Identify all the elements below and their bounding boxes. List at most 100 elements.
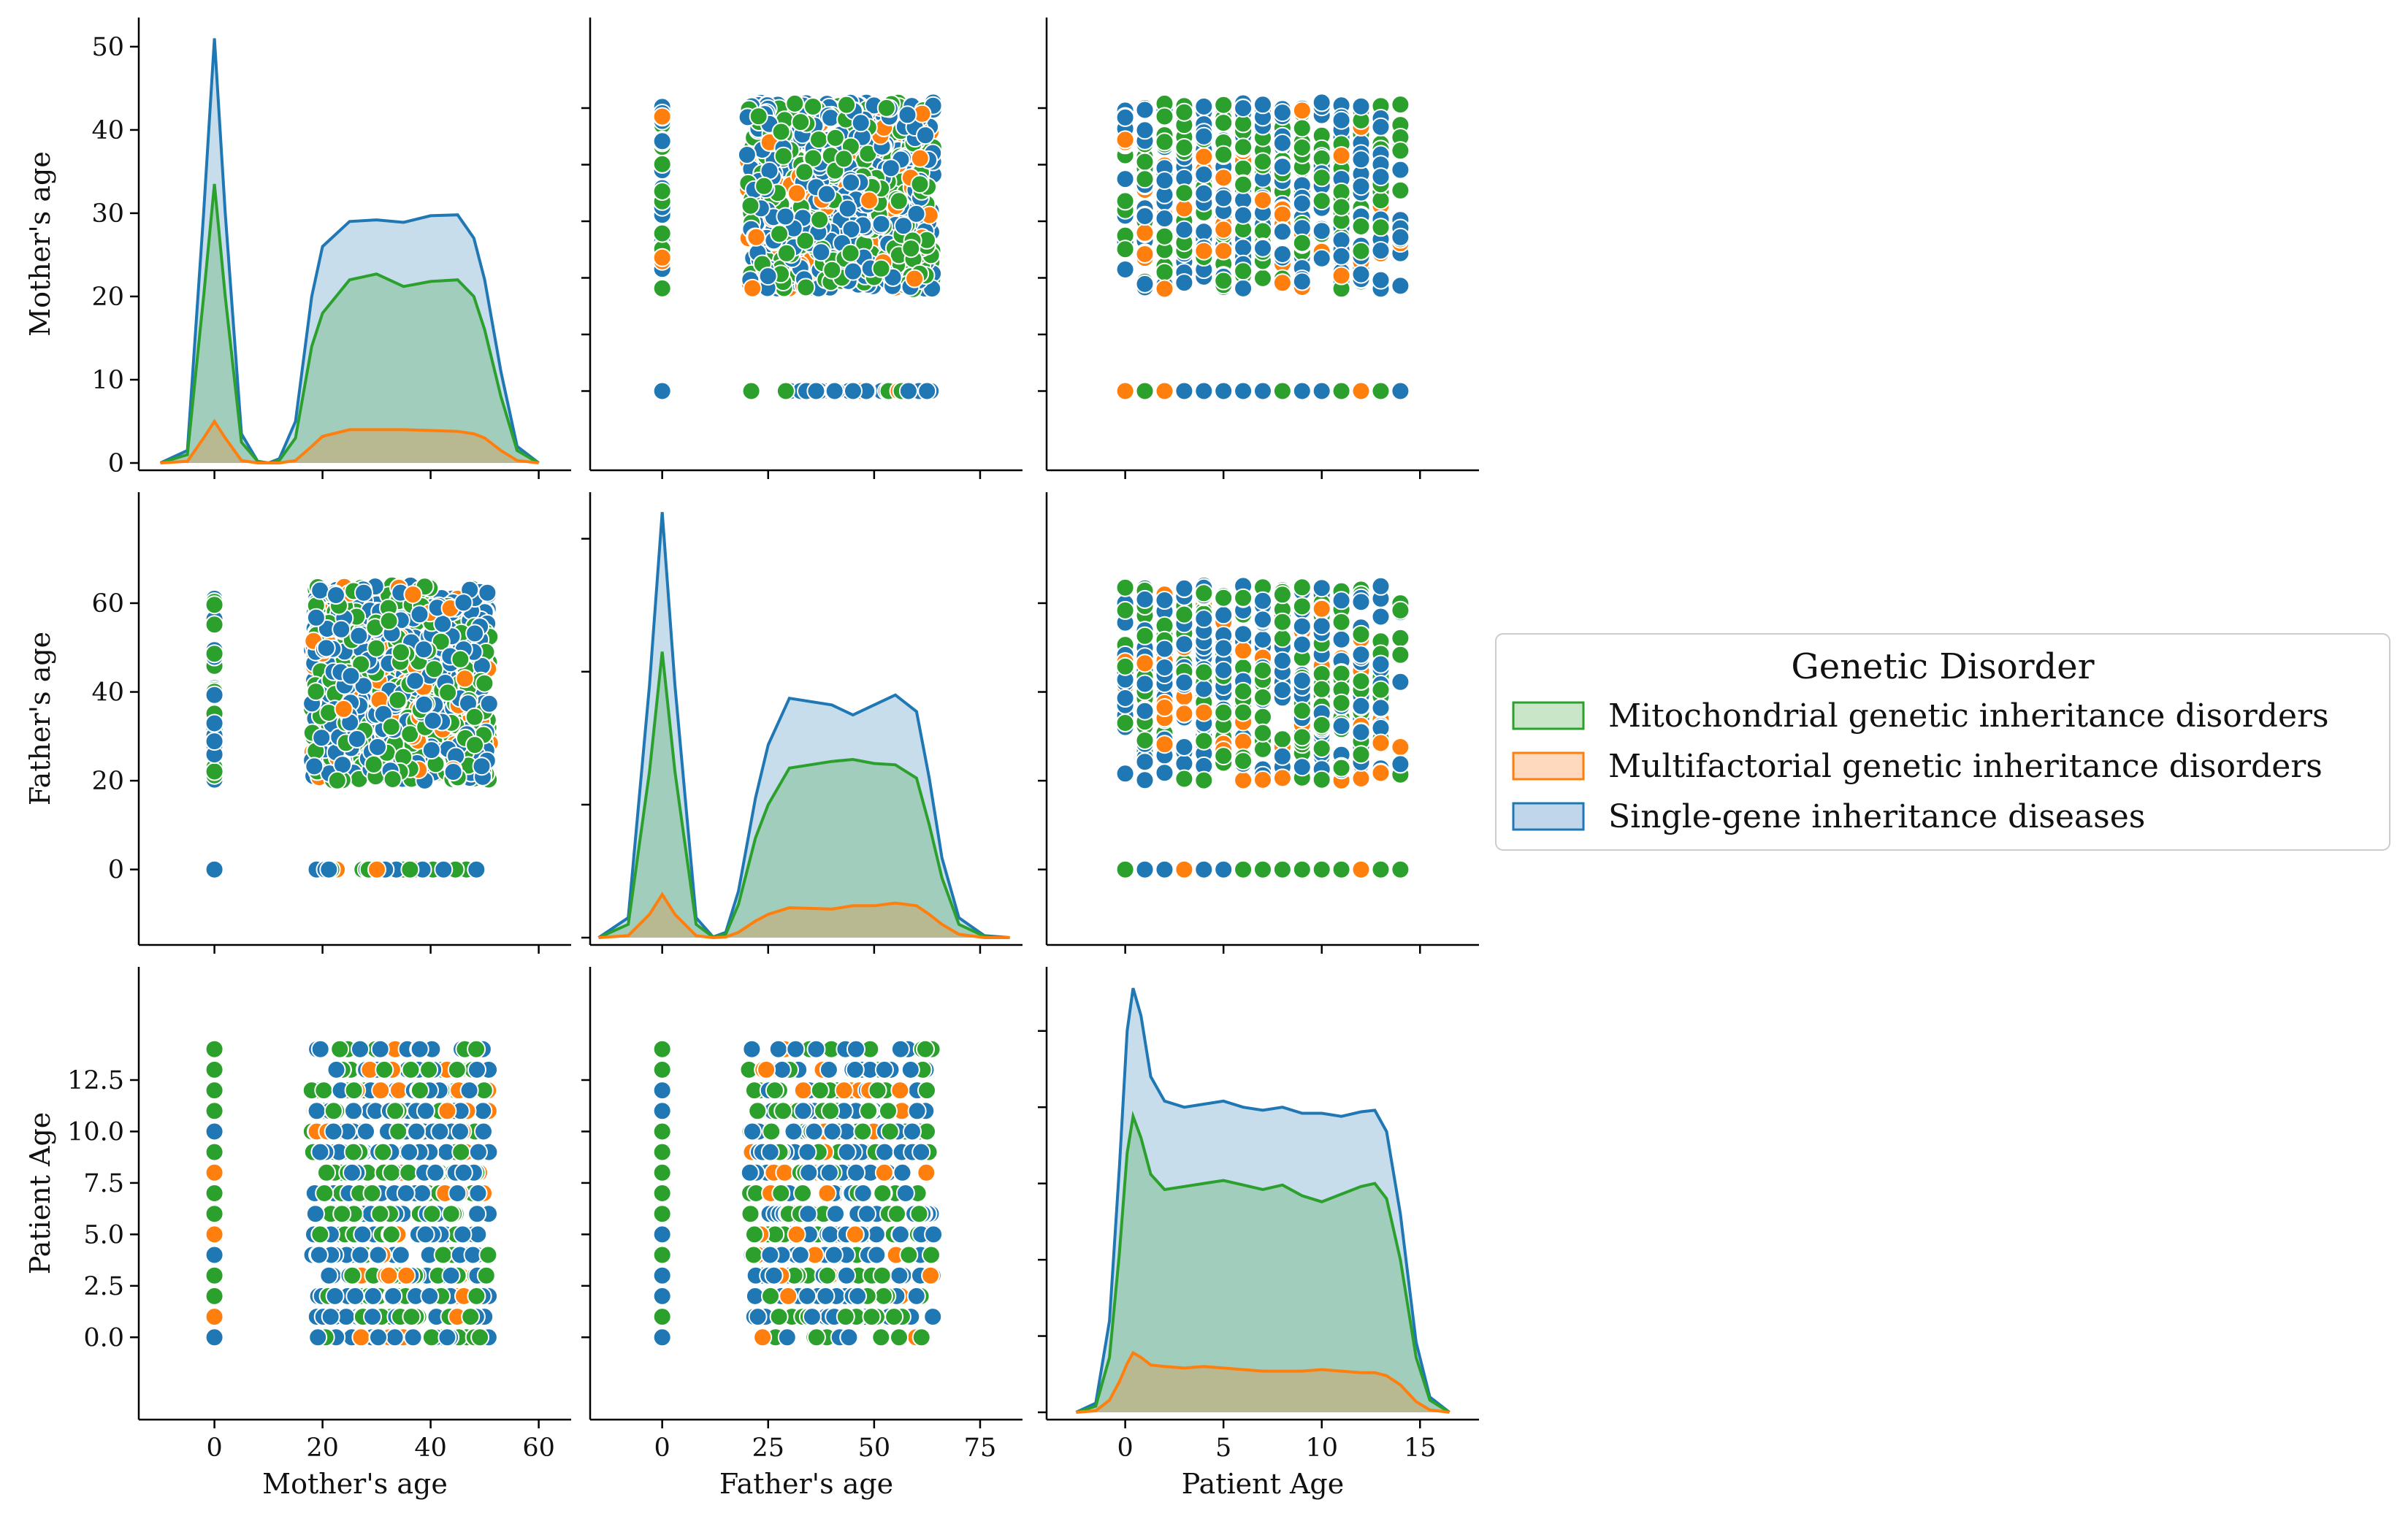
scatter-point [924,1225,944,1244]
scatter-point [416,1225,435,1244]
scatter-point [367,638,386,658]
scatter-point [793,1081,813,1100]
scatter-point [330,1039,350,1059]
scatter-point [437,1328,457,1347]
scatter-point [652,107,672,126]
scatter-point [652,154,672,174]
scatter-point [1194,96,1214,116]
x-axis-label-patient-age: Patient Age [1182,1468,1345,1500]
scatter-point [205,1142,224,1162]
scatter-point [841,220,861,240]
scatter-point [383,770,402,789]
kde-line-single-gene-inheritance-diseases [159,38,540,465]
scatter-point [205,1039,224,1059]
scatter-point [1371,576,1391,596]
scatter-point [1371,860,1391,879]
scatter-point [205,1245,224,1265]
scatter-point [1331,693,1351,713]
scatter-point [441,1266,461,1285]
scatter-point [770,224,790,244]
scatter-point [799,1163,819,1182]
scatter-point [1115,578,1135,597]
scatter-point [1155,658,1174,677]
legend-swatch-mitochondrial [1512,701,1585,730]
scatter-point [1214,381,1234,401]
scatter-point [1351,150,1371,169]
scatter-point [1234,860,1253,879]
scatter-point [876,98,896,118]
scatter-point [652,1204,672,1224]
scatter-point [857,1204,876,1224]
scatter-point [421,1328,441,1347]
scatter-point [468,1142,488,1162]
scatter-point [1174,673,1194,692]
scatter-point [1174,381,1194,401]
scatter-point [473,1101,493,1121]
scatter-point [363,1307,382,1327]
y-tick-label: 30 [91,199,124,229]
scatter-point [652,223,672,243]
scatter-point [1312,599,1331,619]
scatter-point [1351,217,1371,236]
scatter-point [316,638,336,658]
scatter-point [1312,739,1331,758]
scatter-point [903,1122,922,1141]
scatter-point [465,707,484,727]
scatter-point [410,1081,429,1100]
scatter-point [844,381,863,401]
scatter-point [397,1266,416,1285]
scatter-point [205,1328,224,1347]
scatter-point [922,1245,941,1265]
scatter-point [454,593,473,613]
scatter-point [806,381,826,401]
scatter-point [771,122,791,142]
scatter-point [1234,751,1253,771]
scatter-point [430,1122,450,1141]
scatter-point [467,1060,486,1079]
scatter-point [884,1307,904,1327]
scatter-point [1194,381,1214,401]
scatter-point [343,1142,363,1162]
scatter-point [906,1286,926,1306]
scatter-point [652,1081,672,1100]
panel-mother-s-age-vs-mother-s-age: 0 10 20 30 40 50 [91,18,571,479]
scatter-point [652,1184,672,1203]
scatter-point [205,1101,224,1121]
scatter-point [1351,177,1371,196]
scatter-point [1155,171,1174,191]
scatter-point [455,669,475,689]
y-tick-label: 40 [91,678,124,708]
scatter-point [1135,589,1155,609]
scatter-point [1214,703,1234,722]
legend-entry-single-gene: Single-gene inheritance diseases [1512,798,2145,835]
y-tick-label: 20 [91,283,124,312]
scatter-point [1135,120,1155,140]
scatter-point [391,1245,410,1265]
y-axis-label-patient-age: Patient Age [24,1112,56,1275]
scatter-point [871,1328,891,1347]
scatter-point [1115,713,1135,732]
scatter-point [1135,223,1155,242]
scatter-point [1234,381,1253,401]
scatter-point [1253,381,1272,401]
scatter-point [1331,231,1351,250]
scatter-point [1331,629,1351,649]
scatter-point [1391,860,1410,879]
scatter-point [1272,585,1292,605]
scatter-point [474,1122,493,1141]
scatter-point [324,1122,343,1141]
scatter-point [737,145,757,164]
scatter-point [396,1184,416,1203]
scatter-point [809,130,828,150]
scatter-point [448,1184,467,1203]
scatter-point [652,1266,672,1285]
scatter-point [1174,183,1194,203]
scatter-point [324,1101,343,1121]
scatter-point [325,1286,345,1306]
scatter-point [776,207,795,226]
scatter-point [806,1039,826,1059]
scatter-point [400,860,420,879]
scatter-point [773,146,793,166]
scatter-point [354,583,373,602]
scatter-point [1214,638,1234,658]
